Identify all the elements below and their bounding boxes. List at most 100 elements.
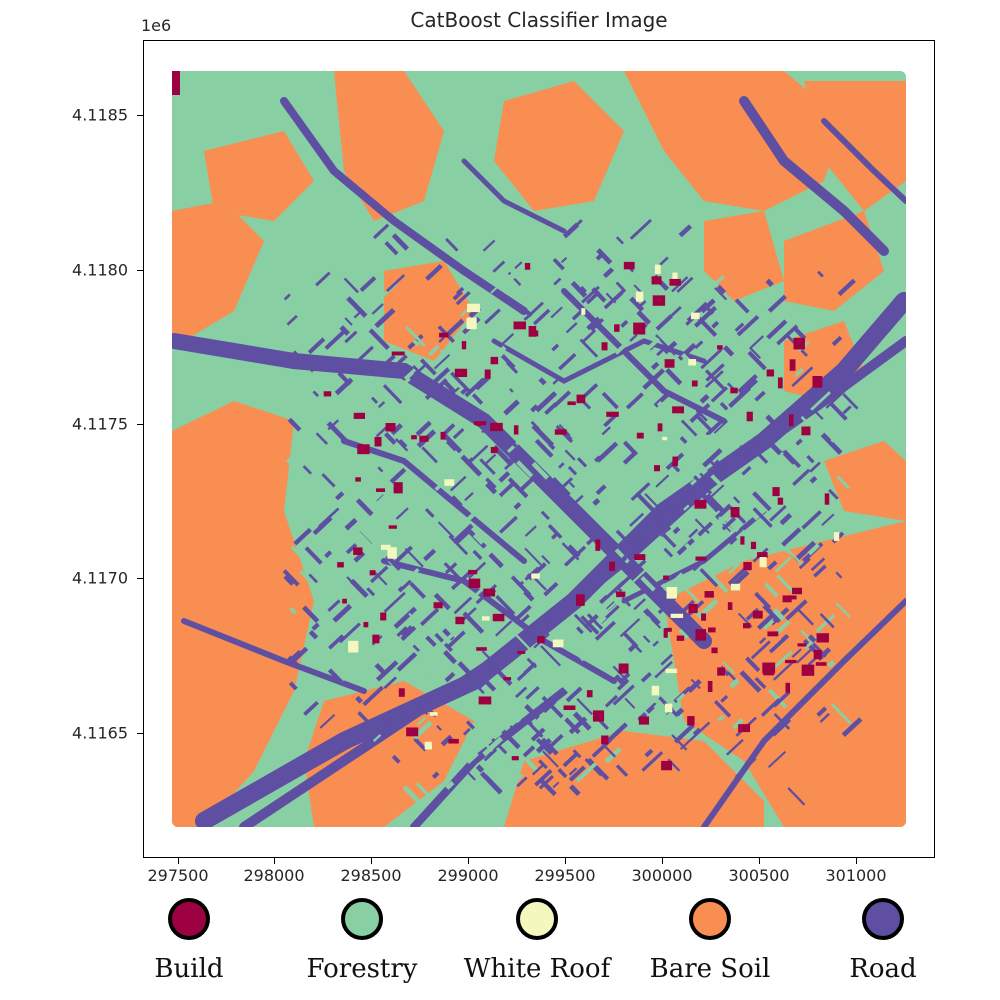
urban-stroke — [457, 505, 466, 513]
urban-stroke — [558, 352, 577, 371]
urban-stroke — [737, 373, 758, 394]
urban-stroke — [327, 599, 341, 612]
build-patch — [468, 569, 478, 575]
urban-stroke — [529, 295, 545, 309]
urban-stroke — [649, 342, 658, 351]
urban-stroke — [303, 700, 319, 716]
build-patch — [727, 602, 733, 610]
urban-stroke — [375, 426, 388, 438]
white-roof-patch — [690, 312, 700, 320]
urban-stroke — [700, 348, 723, 370]
urban-stroke — [482, 736, 504, 757]
urban-stroke — [783, 545, 804, 566]
urban-stroke — [602, 743, 616, 758]
urban-stroke — [564, 717, 581, 735]
urban-stroke — [687, 679, 702, 693]
build-patch — [763, 667, 775, 676]
urban-stroke — [615, 281, 625, 291]
urban-stroke — [702, 448, 723, 468]
build-patch — [388, 525, 397, 529]
legend-item-bare-soil: Bare Soil — [625, 898, 795, 984]
urban-stroke — [766, 438, 783, 456]
urban-stroke — [431, 367, 451, 386]
urban-stroke — [330, 587, 345, 602]
urban-stroke — [655, 725, 665, 735]
urban-stroke — [433, 353, 451, 370]
urban-stroke — [678, 599, 695, 616]
urban-stroke — [321, 473, 336, 488]
y-tick-label: 4.1175 — [72, 414, 128, 434]
build-patch — [473, 421, 487, 426]
x-tick-label: 300500 — [728, 866, 790, 885]
urban-stroke — [500, 430, 518, 448]
build-patch — [554, 429, 567, 435]
build-patch — [490, 422, 503, 432]
urban-stroke — [553, 477, 574, 496]
urban-stroke — [579, 285, 587, 294]
white-roof-patch — [424, 741, 432, 750]
build-patch — [537, 636, 545, 644]
urban-stroke — [283, 293, 291, 301]
urban-stroke — [739, 670, 762, 693]
build-patch — [609, 561, 616, 571]
urban-stroke — [663, 340, 678, 355]
build-patch — [695, 556, 707, 561]
urban-stroke — [813, 564, 827, 578]
urban-stroke — [531, 461, 550, 480]
urban-stroke — [574, 348, 591, 366]
urban-stroke — [739, 445, 751, 457]
urban-stroke — [524, 704, 540, 720]
urban-stroke — [662, 501, 675, 515]
urban-stroke — [655, 334, 676, 356]
urban-stroke — [734, 766, 749, 780]
urban-stroke — [312, 390, 320, 398]
build-patch — [592, 710, 605, 722]
urban-stroke — [531, 763, 545, 776]
white-roof-patch — [664, 703, 673, 713]
urban-stroke — [772, 650, 793, 670]
urban-stroke — [289, 607, 297, 615]
urban-stroke — [596, 248, 613, 265]
urban-stroke — [612, 684, 635, 706]
urban-stroke — [495, 620, 513, 637]
urban-stroke — [641, 609, 658, 626]
urban-stroke — [842, 393, 859, 410]
y-tick-label: 4.1180 — [72, 260, 128, 280]
urban-stroke — [355, 695, 363, 704]
map-title: CatBoost Classifier Image — [410, 8, 668, 32]
urban-stroke — [384, 241, 399, 256]
urban-stroke — [499, 515, 518, 534]
urban-stroke — [620, 672, 631, 682]
urban-stroke — [815, 614, 836, 633]
white-roof-patch — [662, 436, 668, 441]
build-patch — [623, 261, 635, 270]
urban-stroke — [315, 432, 329, 445]
urban-stroke — [464, 458, 474, 468]
urban-stroke — [828, 488, 839, 500]
build-patch — [391, 351, 405, 356]
urban-stroke — [673, 723, 695, 744]
urban-stroke — [418, 705, 429, 716]
urban-stroke — [431, 771, 440, 779]
urban-stroke — [437, 521, 455, 539]
urban-stroke — [754, 591, 772, 610]
urban-stroke — [672, 526, 681, 535]
urban-stroke — [311, 622, 320, 631]
urban-stroke — [720, 695, 729, 703]
build-patch — [665, 627, 672, 632]
urban-stroke — [544, 402, 558, 415]
build-patch — [813, 649, 822, 660]
build-patch — [476, 647, 487, 651]
urban-stroke — [797, 493, 819, 514]
urban-stroke — [543, 700, 557, 714]
x-tick-mark — [856, 858, 857, 864]
urban-stroke — [595, 484, 607, 495]
urban-stroke — [445, 318, 465, 338]
urban-stroke — [809, 461, 821, 473]
urban-stroke — [532, 308, 551, 326]
build-patch — [492, 613, 505, 622]
build-patch — [694, 499, 707, 509]
build-patch — [816, 633, 829, 643]
x-tick-mark — [662, 858, 663, 864]
urban-stroke — [835, 571, 843, 579]
